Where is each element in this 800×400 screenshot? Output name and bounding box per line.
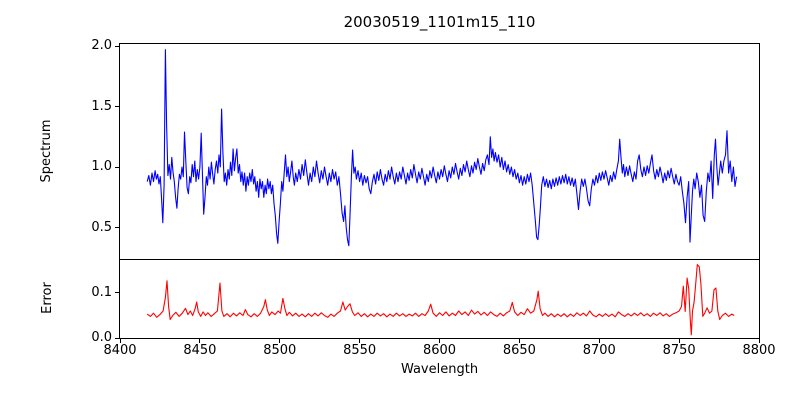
error-plot-area	[146, 264, 735, 336]
x-tick-mark	[598, 339, 600, 343]
x-tick-label: 8750	[662, 343, 696, 358]
x-tick-label: 8400	[103, 343, 137, 358]
x-axis-label: Wavelength	[400, 362, 479, 377]
x-tick-label: 8700	[582, 343, 616, 358]
x-tick-mark	[199, 339, 201, 343]
y-tick-mark	[115, 45, 119, 47]
x-tick-mark	[119, 339, 121, 343]
y-tick-label: 0.0	[91, 330, 112, 345]
x-tick-mark	[678, 339, 680, 343]
y-tick-label: 0.5	[91, 219, 112, 235]
y-tick-mark	[115, 166, 119, 168]
y-tick-label: 1.5	[91, 98, 112, 114]
y-tick-mark	[115, 106, 119, 108]
error-panel	[119, 259, 760, 339]
x-tick-mark	[359, 339, 361, 343]
x-tick-label: 8500	[263, 343, 297, 358]
y-axis-label-spectrum: Spectrum	[39, 119, 54, 183]
x-tick-mark	[439, 339, 440, 343]
chart-title: 20030519_1101m15_110	[343, 13, 536, 31]
y-tick-mark	[115, 292, 119, 294]
y-tick-mark	[115, 227, 119, 229]
y-tick-label: 0.1	[91, 284, 112, 300]
error-line	[146, 264, 735, 336]
x-tick-label: 8450	[183, 343, 217, 358]
y-axis-label-error: Error	[40, 282, 55, 314]
x-tick-mark	[279, 339, 281, 343]
y-tick-mark	[115, 337, 119, 339]
x-tick-label: 8600	[422, 343, 457, 358]
x-tick-label: 8650	[502, 343, 536, 358]
spectrum-panel	[119, 43, 760, 259]
spectrum-line	[146, 49, 738, 247]
y-tick-label: 2.0	[91, 38, 112, 54]
x-tick-mark	[518, 339, 520, 343]
y-tick-label: 1.0	[91, 159, 112, 175]
x-tick-label: 8550	[343, 343, 377, 358]
x-tick-mark	[758, 339, 760, 343]
x-tick-label: 8800	[742, 343, 776, 358]
spectrum-plot-area	[146, 49, 738, 247]
